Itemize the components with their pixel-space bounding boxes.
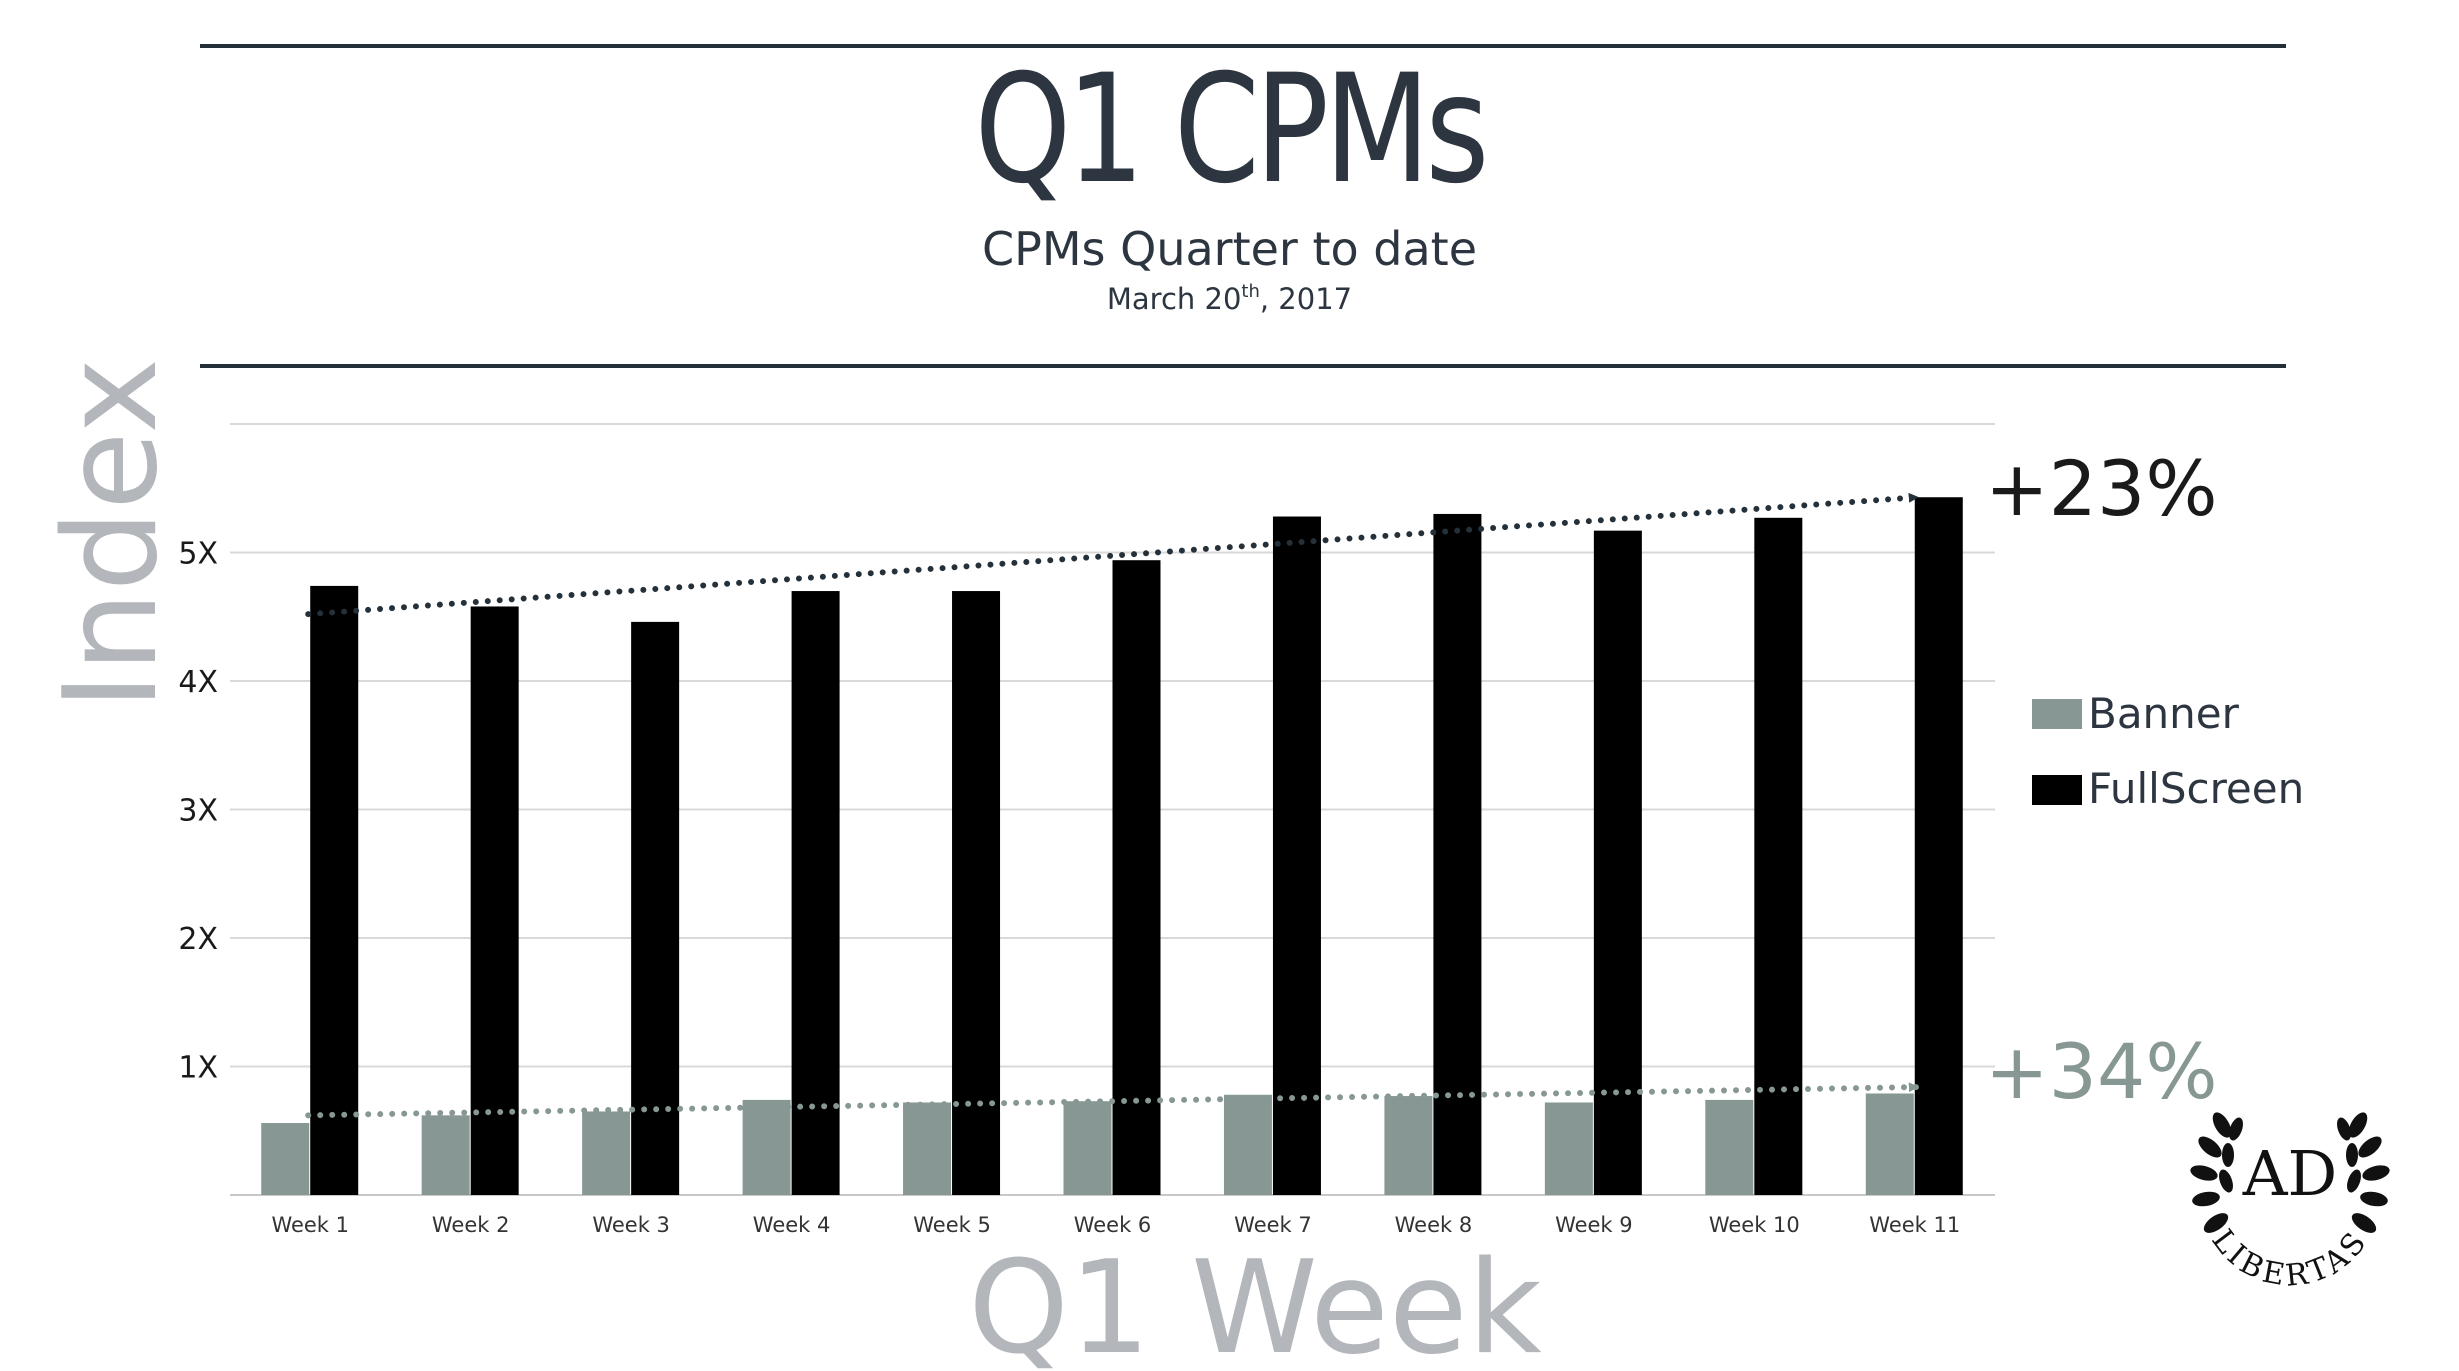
x-axis-title: Q1 Week — [968, 1234, 1542, 1371]
bar-fullscreen — [310, 585, 359, 1195]
trendline-banner — [305, 1082, 1920, 1119]
logo-monogram: AD — [2242, 1137, 2337, 1210]
header-divider — [200, 364, 2286, 368]
bar-banner — [1063, 1101, 1112, 1195]
top-divider — [200, 44, 2286, 48]
bar-fullscreen — [470, 606, 519, 1195]
trendline-fullscreen — [305, 492, 1920, 618]
date-year: , 2017 — [1259, 282, 1353, 316]
legend-label-banner: Banner — [2088, 689, 2240, 738]
bar-banner — [1223, 1094, 1272, 1195]
bar-fullscreen — [1272, 516, 1321, 1195]
page-title: Q1 CPMs — [974, 43, 1489, 217]
bar-fullscreen — [791, 591, 840, 1195]
page-subtitle: CPMs Quarter to date — [982, 222, 1477, 276]
x-tick-label: Week 10 — [1709, 1213, 1800, 1237]
bar-banner — [903, 1102, 952, 1195]
legend-swatch-banner — [2032, 699, 2082, 729]
x-tick-label: Week 7 — [1234, 1213, 1312, 1237]
x-axis-ticks: Week 1 Week 2 Week 3 Week 4 Week 5 Week 6 Week… — [271, 1213, 1960, 1237]
report-date: March 20th, 2017 — [0, 281, 2459, 316]
y-axis-title: Index — [37, 358, 186, 710]
y-tick-label: 5X — [178, 537, 218, 572]
x-tick-label: Week 11 — [1869, 1213, 1960, 1237]
y-axis-ticks: 1X 2X 3X 4X 5X — [178, 537, 218, 1086]
ad-libertas-logo: AD LIBERTAS — [2190, 1112, 2390, 1294]
laurel-right-icon — [2337, 1112, 2390, 1233]
bar-banner — [1705, 1099, 1754, 1195]
y-tick-label: 3X — [178, 794, 218, 829]
bar-fullscreen — [952, 591, 1001, 1195]
legend-label-fullscreen: FullScreen — [2088, 764, 2304, 813]
x-tick-label: Week 9 — [1555, 1213, 1633, 1237]
x-tick-label: Week 5 — [913, 1213, 991, 1237]
date-main: March 20 — [1106, 282, 1242, 316]
bar-banner — [1865, 1093, 1914, 1195]
banner-change-label: +34% — [1985, 1027, 2218, 1116]
bar-banner — [261, 1123, 310, 1195]
x-tick-label: Week 4 — [753, 1213, 831, 1237]
bar-fullscreen — [1914, 497, 1963, 1195]
bar-fullscreen — [1112, 560, 1161, 1195]
y-tick-label: 4X — [178, 665, 218, 700]
bar-banner — [1544, 1102, 1593, 1195]
bars — [261, 497, 1963, 1195]
x-tick-label: Week 8 — [1395, 1213, 1473, 1237]
trendlines — [305, 492, 1920, 1119]
y-tick-label: 1X — [178, 1051, 218, 1086]
bar-banner — [421, 1115, 470, 1195]
legend: Banner FullScreen — [2032, 689, 2304, 813]
y-tick-label: 2X — [178, 922, 218, 957]
x-tick-label: Week 6 — [1074, 1213, 1152, 1237]
legend-swatch-fullscreen — [2032, 775, 2082, 805]
x-tick-label: Week 3 — [592, 1213, 670, 1237]
x-tick-label: Week 2 — [432, 1213, 510, 1237]
bar-banner — [742, 1099, 791, 1195]
laurel-left-icon — [2190, 1112, 2243, 1233]
fullscreen-change-label: +23% — [1985, 444, 2218, 533]
bar-fullscreen — [1754, 517, 1803, 1195]
bar-banner — [1384, 1096, 1433, 1195]
bar-fullscreen — [631, 621, 680, 1195]
bar-fullscreen — [1593, 530, 1642, 1195]
bar-fullscreen — [1433, 513, 1482, 1195]
x-tick-label: Week 1 — [271, 1213, 349, 1237]
bar-banner — [582, 1111, 631, 1195]
logo-wordmark: LIBERTAS — [2204, 1223, 2375, 1294]
date-ordinal: th — [1241, 281, 1260, 302]
